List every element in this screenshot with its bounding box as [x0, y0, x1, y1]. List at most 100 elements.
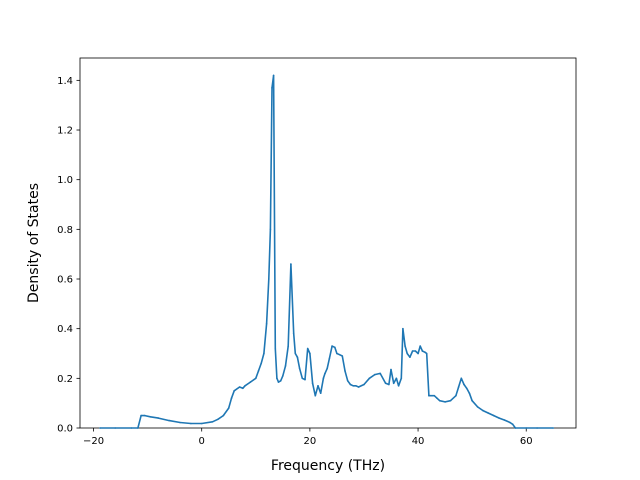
data-point: [324, 372, 326, 375]
data-point: [140, 414, 142, 417]
data-point: [482, 409, 484, 412]
data-point: [322, 377, 325, 380]
data-point: [409, 356, 411, 359]
data-point: [265, 322, 268, 325]
data-point: [271, 87, 273, 89]
data-point: [388, 383, 390, 386]
data-point: [304, 378, 306, 381]
data-point: [352, 385, 355, 387]
data-point: [284, 365, 287, 367]
data-point: [374, 373, 376, 376]
data-point: [306, 347, 309, 350]
y-axis-ticks: 0.0 0.2 0.4 0.6 0.8 1.0 1.2 1.4: [57, 76, 80, 435]
data-point: [217, 418, 219, 421]
y-axis-label: Density of States: [26, 183, 42, 303]
data-point: [476, 406, 479, 408]
data-point: [290, 263, 292, 265]
y-tick-label: 0.2: [57, 374, 73, 385]
data-point: [384, 382, 387, 385]
data-point: [230, 397, 233, 400]
data-point: [406, 352, 409, 355]
data-point: [309, 352, 311, 355]
data-point: [503, 419, 506, 421]
data-point: [255, 377, 257, 380]
data-point: [157, 417, 160, 419]
y-tick-label: 1.2: [57, 126, 73, 137]
y-tick-label: 0.0: [57, 424, 73, 435]
data-point: [269, 228, 272, 231]
data-point: [414, 350, 417, 352]
data-point: [429, 394, 431, 397]
data-point: [460, 377, 463, 380]
data-point: [277, 381, 280, 383]
data-point: [114, 427, 116, 429]
data-point: [314, 394, 317, 397]
x-tick-label: 60: [520, 436, 533, 447]
data-point: [168, 419, 170, 422]
data-point: [294, 352, 297, 355]
data-point: [287, 345, 290, 347]
data-point: [282, 375, 284, 377]
data-point: [276, 377, 278, 380]
data-point: [511, 423, 514, 426]
data-point: [395, 377, 398, 380]
data-point: [319, 392, 322, 395]
data-point: [311, 382, 314, 385]
data-point: [334, 346, 336, 349]
data-point: [355, 385, 357, 387]
data-point: [263, 352, 265, 355]
y-tick-label: 1.4: [57, 76, 73, 87]
data-point: [400, 377, 403, 380]
data-point: [465, 387, 468, 390]
y-tick-label: 0.4: [57, 324, 73, 335]
data-point: [346, 380, 349, 382]
data-point: [268, 278, 270, 280]
data-point: [390, 368, 392, 371]
y-tick-label: 0.6: [57, 275, 73, 286]
data-point: [421, 350, 424, 352]
data-point: [552, 427, 555, 429]
data-point: [301, 377, 304, 380]
data-point: [425, 352, 428, 355]
data-point: [509, 421, 511, 424]
data-point: [436, 397, 438, 400]
data-point: [227, 407, 230, 409]
x-tick-label: 20: [304, 436, 317, 447]
dos-series-points: [99, 74, 555, 429]
data-point: [336, 352, 338, 355]
data-point: [149, 416, 152, 418]
data-point: [404, 345, 406, 347]
data-point: [317, 385, 319, 387]
data-point: [498, 417, 501, 419]
x-tick-label: 40: [412, 436, 425, 447]
data-point: [536, 427, 538, 429]
x-axis-ticks: −20 0 20 40 60: [83, 428, 533, 447]
data-point: [144, 414, 146, 417]
data-point: [296, 356, 299, 359]
data-point: [260, 362, 263, 365]
data-point: [272, 74, 275, 77]
data-point: [419, 345, 422, 347]
data-point: [257, 370, 260, 372]
data-point: [179, 421, 181, 424]
data-point: [238, 386, 241, 388]
data-point: [341, 355, 344, 357]
data-point: [471, 399, 473, 402]
data-point: [244, 385, 246, 387]
x-tick-label: 0: [199, 436, 205, 447]
data-point: [514, 427, 517, 429]
data-point: [379, 372, 382, 375]
data-point: [444, 401, 446, 403]
data-point: [130, 427, 133, 429]
data-point: [279, 380, 282, 382]
data-point: [292, 332, 295, 335]
data-point: [298, 367, 301, 370]
data-point: [424, 351, 426, 354]
data-point: [457, 386, 460, 388]
data-point: [428, 394, 430, 397]
dos-series-line: [100, 74, 554, 429]
x-tick-label: −20: [83, 436, 104, 447]
plot-area-frame: [79, 57, 577, 429]
data-point: [357, 386, 360, 388]
